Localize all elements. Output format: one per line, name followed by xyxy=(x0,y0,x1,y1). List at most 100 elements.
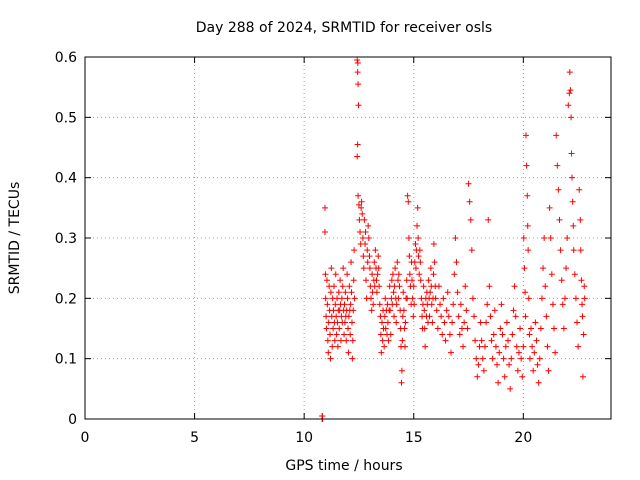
data-point xyxy=(523,162,530,169)
data-point xyxy=(570,222,577,229)
data-point xyxy=(534,361,541,368)
data-point xyxy=(449,319,456,326)
data-point xyxy=(376,301,383,308)
data-point xyxy=(390,289,397,296)
data-point xyxy=(454,289,461,296)
data-point xyxy=(434,325,441,332)
data-point xyxy=(412,241,419,248)
data-point xyxy=(333,313,340,320)
data-point xyxy=(401,325,408,332)
data-point xyxy=(417,259,424,266)
data-point xyxy=(469,295,476,302)
data-point xyxy=(421,307,428,314)
data-point xyxy=(519,373,526,380)
data-point xyxy=(478,337,485,344)
data-point xyxy=(510,307,517,314)
data-point xyxy=(387,331,394,338)
data-point xyxy=(517,325,524,332)
data-point xyxy=(553,132,560,139)
data-point xyxy=(400,289,407,296)
data-point xyxy=(400,307,407,314)
data-point xyxy=(577,216,584,223)
data-point xyxy=(343,337,350,344)
data-point xyxy=(574,319,581,326)
data-point xyxy=(496,349,503,356)
data-point xyxy=(358,204,365,211)
data-point xyxy=(571,271,578,278)
data-point xyxy=(344,271,351,278)
data-point xyxy=(348,289,355,296)
data-point xyxy=(366,253,373,260)
data-point xyxy=(398,367,405,374)
data-point xyxy=(488,337,495,344)
data-point xyxy=(520,235,527,241)
data-point xyxy=(442,337,449,344)
data-point xyxy=(414,222,421,229)
data-point xyxy=(525,295,532,302)
data-point xyxy=(504,337,511,344)
data-point xyxy=(323,313,330,320)
data-point xyxy=(443,307,450,314)
data-point xyxy=(528,325,535,332)
data-point xyxy=(576,186,583,193)
data-point xyxy=(555,186,562,193)
data-point xyxy=(522,132,529,139)
data-point xyxy=(579,313,586,320)
data-point xyxy=(464,325,471,332)
data-point xyxy=(350,307,357,314)
data-point xyxy=(445,313,452,320)
y-axis-label: SRMTID / TECUs xyxy=(7,182,23,295)
data-point xyxy=(366,265,373,272)
data-point xyxy=(340,265,347,272)
data-point xyxy=(441,319,448,326)
data-point xyxy=(569,198,576,205)
y-tick-label: 0.4 xyxy=(55,171,77,187)
data-point xyxy=(491,307,498,314)
data-point xyxy=(451,271,458,278)
data-point xyxy=(399,337,406,344)
data-point xyxy=(581,283,588,290)
data-point xyxy=(351,295,358,302)
data-point xyxy=(572,295,579,302)
data-point xyxy=(533,337,540,344)
data-point xyxy=(471,313,478,320)
data-point xyxy=(568,114,575,121)
data-point xyxy=(565,102,572,109)
plot-frame xyxy=(84,56,612,420)
data-point xyxy=(435,283,442,290)
data-point xyxy=(354,60,361,67)
data-point xyxy=(420,283,427,290)
data-point xyxy=(444,289,451,296)
data-point xyxy=(408,277,415,284)
data-point xyxy=(405,198,412,205)
data-point xyxy=(536,355,543,362)
data-point xyxy=(577,247,584,254)
data-point xyxy=(345,325,351,332)
data-point xyxy=(563,265,570,272)
data-point xyxy=(389,271,396,278)
data-point xyxy=(475,361,482,368)
data-point xyxy=(426,313,433,320)
data-point xyxy=(431,259,438,266)
data-point xyxy=(525,247,532,254)
data-point xyxy=(429,319,436,326)
data-point xyxy=(395,295,402,302)
data-point xyxy=(377,331,384,338)
data-point xyxy=(321,204,328,211)
data-point xyxy=(402,319,409,326)
data-point xyxy=(568,174,575,181)
data-point xyxy=(385,337,392,344)
data-point xyxy=(349,355,356,362)
data-point xyxy=(364,259,371,266)
data-point xyxy=(373,289,380,296)
data-point xyxy=(416,247,423,254)
data-point xyxy=(456,331,463,338)
data-point xyxy=(561,295,568,302)
data-point xyxy=(360,265,367,272)
data-point xyxy=(398,379,405,386)
data-point xyxy=(354,153,361,160)
data-point xyxy=(364,247,371,254)
data-point xyxy=(416,271,423,278)
data-point xyxy=(477,319,484,326)
data-point xyxy=(336,325,343,332)
